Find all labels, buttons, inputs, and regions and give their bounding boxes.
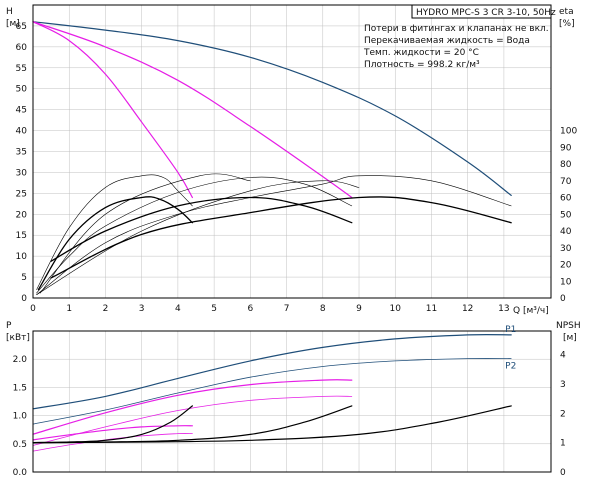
npsh-axis-unit: [м] [563,333,577,343]
x-tick-label: 11 [426,304,437,314]
head-efficiency-curve [36,180,360,295]
head-left-tick-label: 45 [16,106,27,116]
head-left-tick-label: 65 [16,22,27,32]
title-box [411,4,552,19]
x-tick-label: 3 [139,304,145,314]
head-efficiency-curve [36,176,353,294]
x-tick-label: 1 [66,304,72,314]
head-left-tick-label: 60 [16,43,28,53]
head-right-tick-label: 50 [560,210,572,220]
power-chart-ticks: 0.0 0.5 1.0 1.5 2.0 0 1 2 3 4 P1 P2 [13,325,566,478]
head-left-tick-label: 40 [16,127,28,137]
x-tick-label: 8 [320,304,326,314]
x-tick-label: 13 [498,304,509,314]
power-axis-label: P [6,321,12,331]
head-left-tick-label: 5 [21,273,27,283]
head-right-tick-label: 10 [560,277,572,287]
series-label-p2: P2 [505,362,516,372]
head-left-tick-label: 15 [16,231,27,241]
head-right-tick-label: 70 [560,177,572,187]
x-tick-label: 7 [284,304,290,314]
note-losses: Потери в фитингах и клапанах не вкл. [364,24,549,34]
series-label-p1: P1 [505,325,516,335]
head-chart-grid [33,5,551,298]
head-axis-label: H [6,7,13,17]
power-right-tick-label: 1 [560,439,566,449]
x-tick-label: 0 [30,304,36,314]
power-left-tick-label: 1.5 [13,383,27,393]
head-efficiency-curve [39,173,251,294]
power-right-tick-label: 0 [560,468,566,478]
head-left-tick-label: 30 [16,168,28,178]
power-npsh-curves [32,333,512,452]
head-efficiency-curves [32,21,512,295]
power-npsh-curve [32,405,512,444]
head-efficiency-curve [36,175,512,295]
flow-axis-label: Q [м³/ч] [513,306,549,316]
power-left-tick-label: 0.0 [13,468,28,478]
power-power-curve [32,333,512,410]
head-head-curve [32,21,353,199]
eta-axis-label: eta [559,7,574,17]
power-chart-grid [33,331,551,472]
power-power-curve [32,425,193,441]
eta-axis-unit: [%] [559,19,575,29]
head-efficiency-curve [50,196,353,262]
head-efficiency-curve [36,174,193,290]
npsh-axis-label: NPSH [556,321,581,331]
note-liquid: Перекачиваемая жидкость = Вода [364,36,530,46]
head-left-tick-label: 0 [21,294,27,304]
x-tick-label: 10 [390,304,402,314]
power-power-curve [32,358,512,425]
x-tick-label: 12 [462,304,473,314]
power-axis-unit: [кВт] [6,333,30,343]
power-left-tick-label: 0.5 [13,440,27,450]
head-right-tick-label: 80 [560,160,572,170]
head-right-tick-label: 100 [560,127,577,137]
head-left-tick-label: 35 [16,148,27,158]
x-tick-label: 2 [103,304,109,314]
head-head-curve [32,21,193,199]
x-tick-label: 4 [175,304,181,314]
x-tick-label: 9 [356,304,362,314]
head-right-tick-label: 0 [560,294,566,304]
power-right-tick-label: 3 [560,380,566,390]
head-left-tick-label: 25 [16,189,27,199]
head-left-tick-label: 10 [16,252,28,262]
power-right-tick-label: 2 [560,409,566,419]
head-right-tick-label: 60 [560,194,572,204]
head-right-tick-label: 90 [560,143,572,153]
note-temperature: Темп. жидкости = 20 °C [363,48,479,58]
head-left-tick-label: 50 [16,85,28,95]
head-efficiency-curve [50,196,512,279]
x-tick-label: 5 [211,304,217,314]
head-left-tick-label: 20 [16,210,28,220]
power-left-tick-label: 2.0 [13,355,28,365]
head-left-tick-label: 55 [16,64,27,74]
head-chart-ticks: 0 1 2 3 4 5 6 7 8 9 10 11 12 130510152025303540455055… [16,22,578,314]
x-tick-label: 6 [247,304,253,314]
chart-title: HYDRO MPC-S 3 CR 3-10, 50Hz [416,8,556,18]
power-left-tick-label: 1.0 [13,412,28,422]
head-right-tick-label: 20 [560,261,572,271]
head-axis-unit: [м] [6,19,20,29]
head-chart-frame [32,4,552,299]
head-right-tick-label: 30 [560,244,572,254]
head-efficiency-curve [37,196,194,291]
power-power-curve [32,379,353,435]
head-head-curve [32,21,512,196]
power-right-tick-label: 4 [560,351,566,361]
head-right-tick-label: 40 [560,227,572,237]
power-chart-frame [32,330,552,473]
note-density: Плотность = 998.2 кг/м³ [364,60,480,70]
power-power-curve [32,395,353,446]
